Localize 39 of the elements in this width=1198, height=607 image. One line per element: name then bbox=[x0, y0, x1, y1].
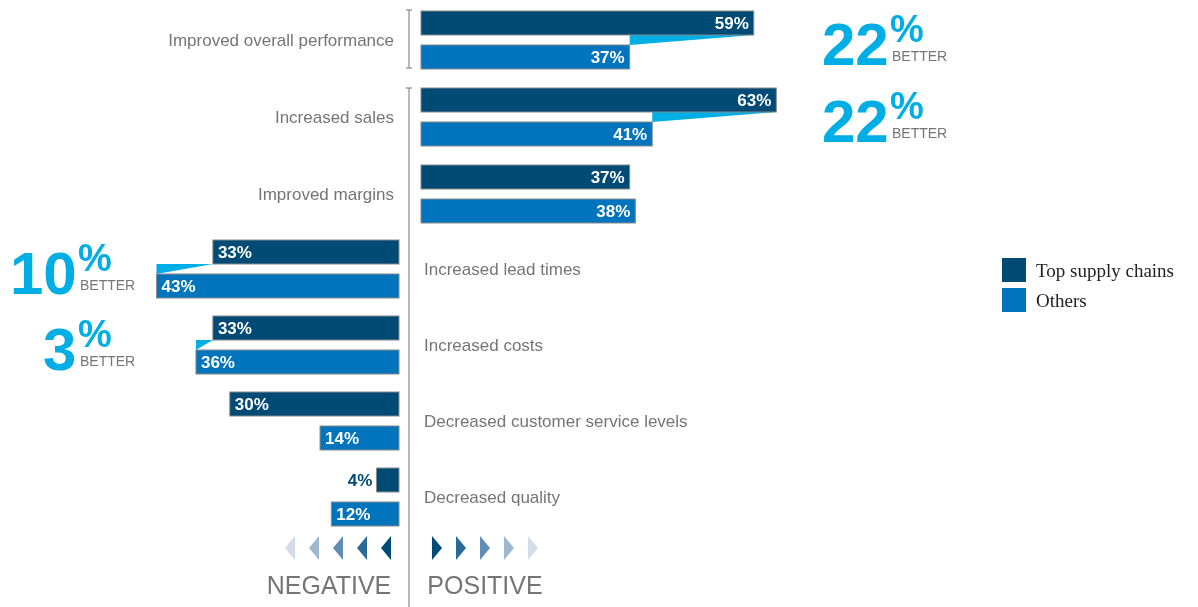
bar bbox=[420, 121, 653, 147]
y-tick-label: Improved margins bbox=[257, 185, 394, 204]
legend-label: Top supply chains bbox=[1036, 260, 1174, 281]
data-label: 30% bbox=[234, 395, 269, 414]
data-label: 4% bbox=[347, 471, 373, 490]
y-tick-label: Decreased customer service levels bbox=[424, 412, 688, 431]
data-label: 37% bbox=[590, 168, 625, 187]
y-tick-label: Decreased quality bbox=[424, 488, 561, 507]
y-tick-label: Increased costs bbox=[424, 336, 544, 355]
data-label: 38% bbox=[596, 202, 631, 221]
y-tick-label: Increased sales bbox=[274, 108, 394, 127]
bar bbox=[420, 198, 636, 224]
data-label: 33% bbox=[217, 319, 252, 338]
legend-label: Others bbox=[1036, 290, 1087, 311]
bar bbox=[212, 315, 400, 341]
text: NEGATIVE bbox=[266, 571, 392, 599]
data-label: 41% bbox=[613, 125, 648, 144]
y-tick-label: Improved overall performance bbox=[168, 31, 394, 50]
data-label: 63% bbox=[737, 91, 772, 110]
data-label: 12% bbox=[336, 505, 371, 524]
data-label: 37% bbox=[590, 48, 625, 67]
bar bbox=[330, 501, 400, 527]
data-label: 43% bbox=[161, 277, 196, 296]
bar bbox=[420, 87, 777, 113]
bar bbox=[155, 273, 400, 299]
data-label: 36% bbox=[200, 353, 235, 372]
bar bbox=[195, 349, 400, 375]
bar bbox=[212, 239, 400, 265]
text: POSITIVE bbox=[427, 571, 543, 599]
bar bbox=[229, 391, 400, 417]
bar bbox=[319, 425, 400, 451]
bar bbox=[420, 10, 755, 36]
data-label: 14% bbox=[325, 429, 360, 448]
bar bbox=[375, 467, 400, 493]
data-label: 33% bbox=[217, 243, 252, 262]
bar bbox=[420, 44, 631, 70]
y-tick-label: Increased lead times bbox=[424, 260, 581, 279]
data-label: 59% bbox=[714, 14, 749, 33]
bar bbox=[420, 164, 631, 190]
